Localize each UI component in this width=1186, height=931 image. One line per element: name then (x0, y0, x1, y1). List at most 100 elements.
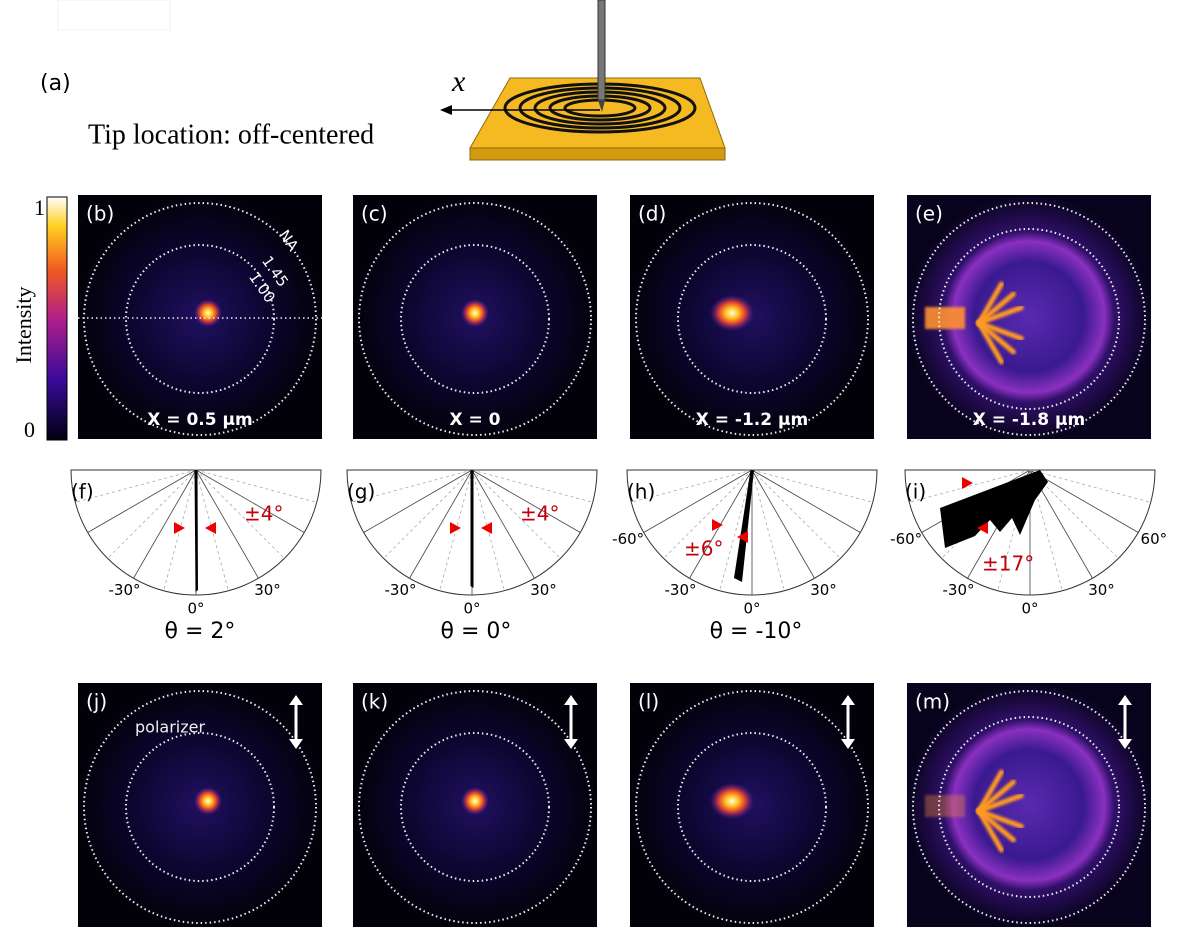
emission-lobe (940, 470, 1048, 548)
polar-spoke (195, 469, 259, 579)
colorbar-label: Intensity (11, 287, 36, 364)
axis-label: x (451, 65, 466, 98)
polar-spoke (471, 469, 581, 533)
polar-spoke (751, 469, 785, 591)
polar-spoke (75, 469, 197, 503)
panel-label: (j) (86, 690, 107, 714)
polarizer-label: polarizer (135, 718, 205, 737)
outer-circle (358, 690, 592, 924)
red-arrow (205, 522, 216, 534)
panel-label: (m) (915, 690, 950, 714)
outer-circle (83, 202, 317, 436)
polar-spoke (363, 469, 473, 533)
polar-spoke (1029, 469, 1139, 533)
fringe (976, 305, 1024, 326)
polar-spoke (195, 469, 305, 533)
fringe (976, 769, 1004, 814)
outer-circle (912, 690, 1146, 924)
outer-circle (358, 202, 592, 436)
panel-label: (b) (86, 202, 114, 226)
polar-spoke (909, 469, 1031, 503)
red-arrow (481, 522, 492, 534)
arrow-head (1118, 695, 1132, 705)
emission-lobe (194, 470, 198, 592)
inner-circle (400, 732, 550, 882)
fringe (976, 808, 1016, 843)
inner-circle (125, 244, 275, 394)
polar-spoke (751, 469, 861, 533)
angle-tick: -60° (890, 530, 922, 548)
substrate-edge (469, 147, 726, 161)
fringe (976, 808, 1004, 853)
emission-lobe (734, 470, 754, 582)
spread-label: ±17° (982, 552, 1034, 576)
theta-label: θ = 0° (441, 619, 512, 644)
fringe (976, 320, 1016, 355)
fringe (976, 320, 1024, 341)
polar-spoke (471, 469, 535, 579)
fringe (976, 281, 1004, 326)
fringe (925, 307, 965, 329)
spot (194, 299, 222, 327)
inner-circle (938, 716, 1120, 898)
outer-circle (912, 202, 1146, 436)
red-arrow (977, 522, 988, 534)
polar-spoke (383, 469, 473, 559)
spread-label: ±6° (684, 537, 723, 561)
angle-tick: 30° (530, 581, 557, 599)
angle-tick: 30° (254, 581, 281, 599)
red-arrow (962, 477, 973, 489)
fringe (976, 793, 1024, 814)
outer-circle (635, 202, 869, 436)
outer-circle (635, 690, 869, 924)
fringe (976, 808, 1024, 829)
angle-tick: 0° (463, 600, 480, 618)
polar-spoke (719, 469, 753, 591)
angle-tick: -60° (612, 530, 644, 548)
spot (461, 787, 489, 815)
fringe (976, 779, 1016, 814)
polar-spoke (351, 469, 473, 503)
spot (710, 295, 754, 331)
arrow-head (841, 739, 855, 749)
fringe (976, 320, 1004, 365)
arrow-head (289, 739, 303, 749)
blank-box (57, 0, 171, 31)
polar-spoke (471, 469, 561, 559)
spot (194, 787, 222, 815)
arrow-head (564, 739, 578, 749)
panel-label: (a) (40, 71, 71, 96)
position-label: X = -1.2 µm (696, 410, 809, 430)
angle-tick: 0° (187, 600, 204, 618)
fringe (976, 291, 1016, 326)
arrow-head (1118, 739, 1132, 749)
arrow-head (289, 695, 303, 705)
outer-circle (83, 690, 317, 924)
panel-label: (h) (627, 480, 655, 504)
polar-spoke (751, 469, 841, 559)
inner-circle (125, 732, 275, 882)
spread-label: ±4° (520, 502, 559, 526)
inner-circle (677, 732, 827, 882)
position-label: X = 0 (449, 410, 500, 430)
angle-tick: -30° (109, 581, 141, 599)
panel-label: (f) (71, 480, 94, 504)
polar-spoke (471, 469, 593, 503)
polar-spoke (643, 469, 753, 533)
inner-circle (677, 244, 827, 394)
position-label: X = 0.5 µm (147, 410, 252, 430)
panel-label: (k) (361, 690, 388, 714)
panel-label: (c) (361, 202, 388, 226)
polar-spoke (409, 469, 473, 579)
red-arrow (450, 522, 461, 534)
polar-spoke (133, 469, 197, 579)
angle-tick: -30° (665, 581, 697, 599)
theta-label: θ = -10° (710, 619, 803, 644)
spread-label: ±4° (244, 502, 283, 526)
fringe (925, 795, 965, 817)
tip (597, 0, 606, 101)
angle-tick: 0° (743, 600, 760, 618)
angle-tick: 60° (1141, 530, 1168, 548)
inner-circle (938, 228, 1120, 410)
